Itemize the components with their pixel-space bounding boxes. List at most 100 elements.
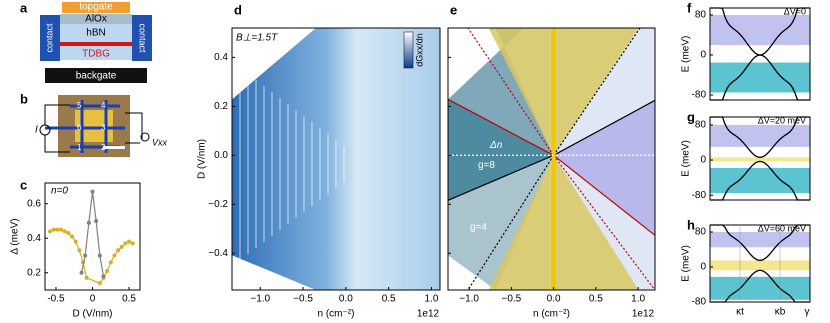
point bbox=[84, 275, 89, 280]
stack-diagram: topgate AlOx hBN TDBG backgate contact c… bbox=[40, 2, 152, 83]
panel-label: f bbox=[687, 0, 692, 15]
point bbox=[130, 241, 135, 246]
annotation: g=8 bbox=[478, 160, 495, 171]
point bbox=[66, 231, 71, 236]
point bbox=[48, 229, 53, 234]
x-tick-label: κt bbox=[736, 307, 744, 318]
point bbox=[119, 244, 124, 249]
panel-title: ΔV=60 meV bbox=[758, 223, 806, 233]
panel-label: g bbox=[687, 109, 695, 124]
contact-label: contact bbox=[138, 23, 148, 53]
point bbox=[86, 220, 91, 225]
point bbox=[51, 227, 56, 232]
contact bbox=[132, 15, 152, 61]
point bbox=[127, 239, 132, 244]
current-label: I bbox=[35, 125, 38, 136]
x-tick-label: 0 bbox=[90, 294, 96, 305]
dotted-boundary bbox=[553, 27, 641, 156]
circuit bbox=[44, 104, 143, 153]
x-tick-label: −0.5 bbox=[501, 294, 521, 305]
y-tick-label: 0.0 bbox=[214, 150, 228, 161]
axes-frame bbox=[44, 182, 141, 291]
x-tick-label: −0.5 bbox=[293, 294, 313, 305]
y-tick-label: 80 bbox=[695, 120, 707, 131]
y-tick-label: 0.6 bbox=[27, 198, 41, 209]
point bbox=[70, 234, 75, 239]
boundary bbox=[553, 154, 656, 236]
contact bbox=[40, 15, 60, 61]
boundary bbox=[553, 99, 656, 156]
left-region bbox=[448, 99, 554, 201]
x-tick-label: 0.5 bbox=[122, 294, 136, 305]
point bbox=[59, 227, 64, 232]
panel-label: h bbox=[687, 217, 695, 232]
point bbox=[79, 270, 84, 275]
annotation: n=0 bbox=[51, 186, 68, 197]
right-region bbox=[553, 100, 655, 236]
point bbox=[112, 253, 117, 258]
y-axis-label: E (meV) bbox=[681, 140, 692, 177]
dotted-boundary bbox=[467, 155, 555, 291]
band-curve bbox=[710, 224, 810, 262]
y-tick-label: -80 bbox=[692, 297, 707, 308]
x-tick-label: 1.0 bbox=[631, 294, 645, 305]
point bbox=[105, 269, 110, 274]
x-tick-label: -0.5 bbox=[47, 294, 65, 305]
pin-label: 4 bbox=[101, 101, 106, 110]
panel-label: c bbox=[20, 177, 27, 192]
x-tick-label: 0.0 bbox=[547, 294, 561, 305]
y-axis-label: E (meV) bbox=[681, 36, 692, 73]
x-tick-label: −1.0 bbox=[250, 294, 270, 305]
device-image: I Vxx 5 4 6 3 1 2 bbox=[35, 95, 168, 157]
annotation: g=4 bbox=[470, 222, 487, 233]
panel-label: b bbox=[20, 91, 28, 106]
colorbar-label: dGxx/dn bbox=[414, 33, 424, 67]
left-upper bbox=[448, 28, 554, 156]
boundary bbox=[447, 154, 554, 201]
annotation: Δn bbox=[489, 140, 503, 151]
band-shade bbox=[710, 62, 810, 93]
left-lower bbox=[448, 155, 554, 290]
y-tick-label: -80 bbox=[692, 190, 707, 201]
dotted-boundary bbox=[467, 27, 555, 156]
tdbg-layer bbox=[60, 42, 132, 46]
band-curve bbox=[710, 54, 810, 101]
offset-label: 1e12 bbox=[632, 309, 655, 320]
axes-frame bbox=[709, 7, 811, 101]
axes-frame bbox=[231, 27, 441, 291]
pin-label: 1 bbox=[77, 143, 82, 152]
backgate-layer bbox=[45, 68, 147, 83]
voltmeter bbox=[140, 132, 150, 142]
axes-frame bbox=[709, 224, 811, 303]
boundary bbox=[447, 98, 554, 156]
y-tick-label: 0 bbox=[700, 50, 706, 61]
alox-layer bbox=[60, 14, 132, 24]
y-tick-label: 0.2 bbox=[214, 101, 228, 112]
series-line bbox=[80, 191, 105, 277]
y-tick-label: −0.2 bbox=[208, 199, 228, 210]
band-shade bbox=[710, 124, 810, 147]
point bbox=[108, 260, 113, 265]
point bbox=[94, 218, 99, 223]
y-tick-label: 0.2 bbox=[27, 267, 41, 278]
y-tick-label: 80 bbox=[695, 227, 707, 238]
point bbox=[97, 281, 102, 286]
x-tick-label: κb bbox=[775, 307, 786, 318]
y-tick-label: −0.4 bbox=[208, 248, 228, 259]
y-tick-label: 80 bbox=[695, 10, 707, 21]
panel-label: a bbox=[20, 0, 28, 15]
offset-label: 1e12 bbox=[417, 309, 440, 320]
pin-label: 2 bbox=[101, 143, 106, 152]
x-tick-label: 1.0 bbox=[424, 294, 438, 305]
axes-frame bbox=[709, 116, 811, 201]
y-tick-label: 0.4 bbox=[27, 233, 41, 244]
scale-bar bbox=[103, 146, 125, 149]
colorbar bbox=[403, 31, 414, 69]
series-line bbox=[49, 228, 133, 284]
hbn-layer bbox=[60, 24, 132, 42]
layer-label: TDBG bbox=[82, 49, 110, 60]
point bbox=[73, 239, 78, 244]
point bbox=[101, 274, 106, 279]
band-shade bbox=[710, 15, 810, 45]
